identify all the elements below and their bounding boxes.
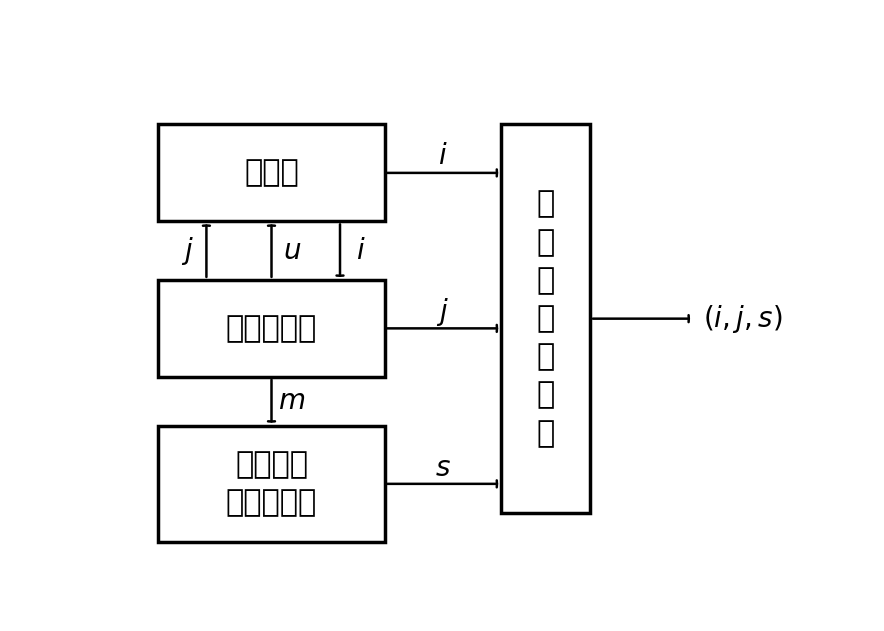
- Text: 纵向对角
循环右移表: 纵向对角 循环右移表: [226, 451, 317, 517]
- Text: $j$: $j$: [181, 235, 194, 267]
- Text: $m$: $m$: [278, 387, 306, 415]
- Text: $i$: $i$: [438, 142, 447, 170]
- Text: 索引发生器: 索引发生器: [226, 314, 317, 343]
- Text: 块行表: 块行表: [244, 158, 299, 187]
- Text: $j$: $j$: [437, 297, 449, 328]
- Bar: [158, 124, 385, 221]
- Bar: [158, 280, 385, 377]
- Text: 置
换
矩
阵
形
成
器: 置 换 矩 阵 形 成 器: [537, 189, 554, 448]
- Bar: [158, 425, 385, 542]
- Text: $(i,j,s)$: $(i,j,s)$: [703, 303, 782, 334]
- Bar: [501, 124, 591, 513]
- Text: $i$: $i$: [355, 237, 365, 264]
- Text: $s$: $s$: [435, 454, 451, 482]
- Text: $u$: $u$: [283, 237, 301, 264]
